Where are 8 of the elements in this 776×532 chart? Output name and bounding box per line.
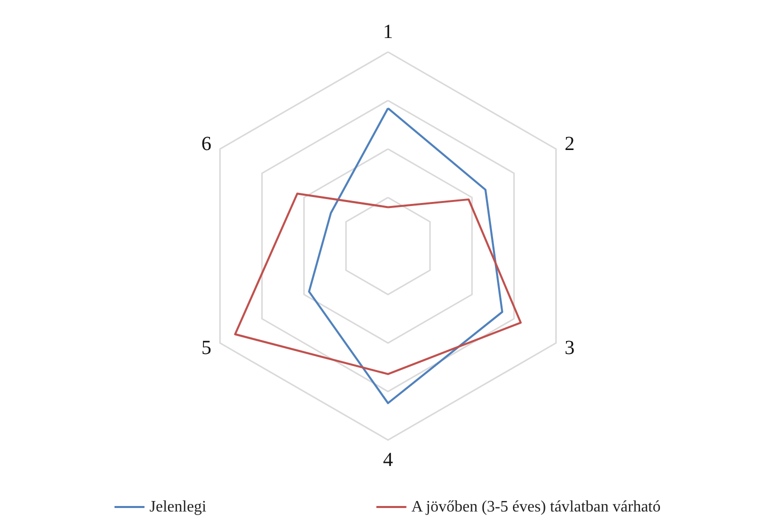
spoke-label: 3	[564, 337, 575, 359]
legend-label: Jelenlegi	[150, 498, 207, 516]
spoke-label: 6	[201, 133, 212, 155]
legend-label: A jövőben (3-5 éves) távlatban várható	[411, 498, 661, 516]
spoke-label: 4	[383, 449, 393, 471]
spoke-label: 2	[564, 133, 575, 155]
spoke-label: 1	[383, 21, 393, 43]
spoke-label: 5	[201, 337, 212, 359]
